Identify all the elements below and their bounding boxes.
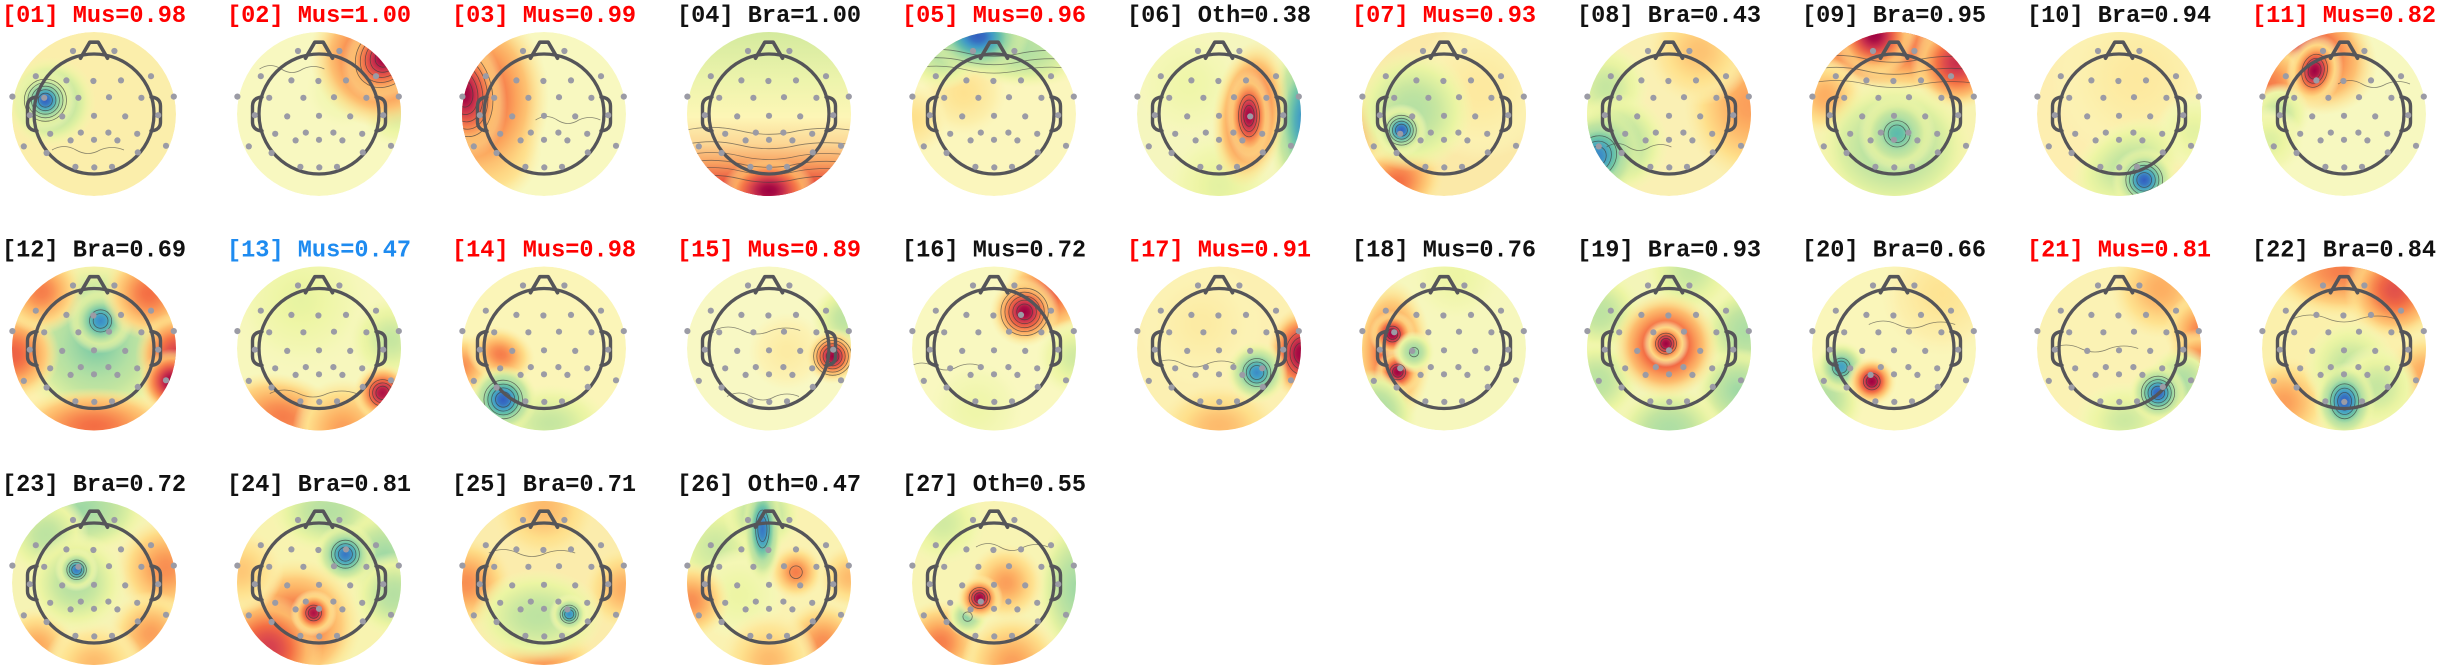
svg-text:[26] Oth=0.47: [26] Oth=0.47 (677, 472, 861, 499)
svg-text:[24] Bra=0.81: [24] Bra=0.81 (227, 472, 411, 499)
svg-text:[22] Bra=0.84: [22] Bra=0.84 (2252, 238, 2436, 265)
svg-text:[05] Mus=0.96: [05] Mus=0.96 (902, 3, 1086, 30)
svg-text:[25] Bra=0.71: [25] Bra=0.71 (452, 472, 636, 499)
svg-text:[18] Mus=0.76: [18] Mus=0.76 (1352, 238, 1536, 265)
svg-text:[09] Bra=0.95: [09] Bra=0.95 (1802, 3, 1986, 30)
svg-text:[07] Mus=0.93: [07] Mus=0.93 (1352, 3, 1536, 30)
svg-text:[02] Mus=1.00: [02] Mus=1.00 (227, 3, 411, 30)
svg-text:[17] Mus=0.91: [17] Mus=0.91 (1127, 238, 1311, 265)
svg-text:[13] Mus=0.47: [13] Mus=0.47 (227, 238, 411, 265)
svg-text:[06] Oth=0.38: [06] Oth=0.38 (1127, 3, 1311, 30)
svg-text:[15] Mus=0.89: [15] Mus=0.89 (677, 238, 861, 265)
svg-text:[19] Bra=0.93: [19] Bra=0.93 (1577, 238, 1761, 265)
svg-text:[14] Mus=0.98: [14] Mus=0.98 (452, 238, 636, 265)
svg-text:[11] Mus=0.82: [11] Mus=0.82 (2252, 3, 2436, 30)
svg-text:[12] Bra=0.69: [12] Bra=0.69 (2, 238, 186, 265)
svg-text:[23] Bra=0.72: [23] Bra=0.72 (2, 472, 186, 499)
svg-text:[27] Oth=0.55: [27] Oth=0.55 (902, 472, 1086, 499)
svg-text:[03] Mus=0.99: [03] Mus=0.99 (452, 3, 636, 30)
svg-text:[04] Bra=1.00: [04] Bra=1.00 (677, 3, 861, 30)
svg-text:[16] Mus=0.72: [16] Mus=0.72 (902, 238, 1086, 265)
svg-text:[21] Mus=0.81: [21] Mus=0.81 (2027, 238, 2211, 265)
svg-text:[10] Bra=0.94: [10] Bra=0.94 (2027, 3, 2211, 30)
svg-text:[01] Mus=0.98: [01] Mus=0.98 (2, 3, 186, 30)
svg-text:[20] Bra=0.66: [20] Bra=0.66 (1802, 238, 1986, 265)
svg-text:[08] Bra=0.43: [08] Bra=0.43 (1577, 3, 1761, 30)
